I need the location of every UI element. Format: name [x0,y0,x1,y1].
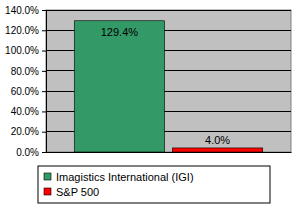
y-tick-label: 80.0% [11,66,39,77]
legend-box [38,166,270,203]
data-labels: 129.4% 4.0% [101,26,231,146]
chart: 0.0% 20.0% 40.0% 60.0% 80.0% 100.0% 120.0% 140.… [0,0,305,206]
y-tick-mark [42,51,46,52]
y-tick: 40.0% [11,106,46,117]
grid-line [46,10,291,11]
y-tick-label: 20.0% [11,126,39,137]
y-tick: 80.0% [11,66,46,77]
bar [74,21,164,152]
y-tick-mark [42,10,46,11]
y-tick-label: 140.0% [5,5,39,16]
bars [74,21,262,152]
y-tick-label: 0.0% [16,147,39,158]
plot-background [46,10,291,152]
data-label: 4.0% [205,134,230,146]
grid [46,10,291,152]
y-tick-label: 40.0% [11,106,39,117]
legend-swatch [44,188,51,195]
data-label: 129.4% [101,26,139,38]
y-tick-mark [42,111,46,112]
y-tick-label: 60.0% [11,86,39,97]
y-tick: 120.0% [5,25,46,36]
y-axis: 0.0% 20.0% 40.0% 60.0% 80.0% 100.0% 120.0% 140.… [5,5,46,158]
y-tick-mark [42,30,46,31]
y-tick-label: 100.0% [5,45,39,56]
legend-label: Imagistics International (IGI) [56,171,194,183]
y-tick: 140.0% [5,5,46,16]
y-tick: 0.0% [16,147,46,158]
plot: 0.0% 20.0% 40.0% 60.0% 80.0% 100.0% 120.0% 140.… [5,5,291,158]
bar [172,148,262,152]
legend-label: S&P 500 [56,186,99,198]
y-tick: 60.0% [11,86,46,97]
y-tick: 100.0% [5,45,46,56]
legend: Imagistics International (IGI) S&P 500 [38,166,270,203]
x-axis-line [47,152,292,153]
y-tick-mark [42,71,46,72]
y-tick-label: 120.0% [5,25,39,36]
y-tick-mark [42,91,46,92]
y-axis-line [42,11,47,153]
legend-swatch [44,173,51,180]
y-tick-mark [42,132,46,133]
y-tick: 20.0% [11,126,46,137]
y-tick-mark [42,152,46,153]
